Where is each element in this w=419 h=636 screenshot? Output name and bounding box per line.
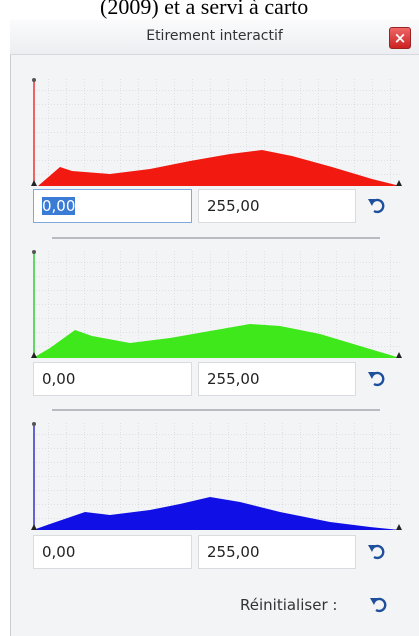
reset-icon[interactable] — [368, 593, 392, 617]
histogram-green — [31, 250, 402, 358]
undo-icon[interactable] — [366, 540, 390, 564]
title-bar — [10, 20, 419, 55]
undo-icon[interactable] — [366, 367, 390, 391]
reset-label: Réinitialiser : — [240, 596, 338, 614]
max-input[interactable]: 255,00 — [198, 362, 356, 396]
max-input[interactable]: 255,00 — [198, 189, 356, 223]
histogram-red — [31, 78, 402, 186]
histogram-blue — [31, 422, 402, 530]
min-input[interactable]: 0,00 — [33, 362, 192, 396]
close-button[interactable]: × — [389, 27, 411, 49]
page-text: (2009) et a servi à carto — [100, 0, 309, 19]
dialog-title: Etirement interactif — [146, 28, 283, 44]
max-input[interactable]: 255,00 — [198, 535, 356, 569]
min-input[interactable]: 0,00 — [33, 189, 192, 223]
separator — [52, 409, 380, 411]
separator — [52, 237, 380, 239]
min-input[interactable]: 0,00 — [33, 535, 192, 569]
undo-icon[interactable] — [366, 194, 390, 218]
